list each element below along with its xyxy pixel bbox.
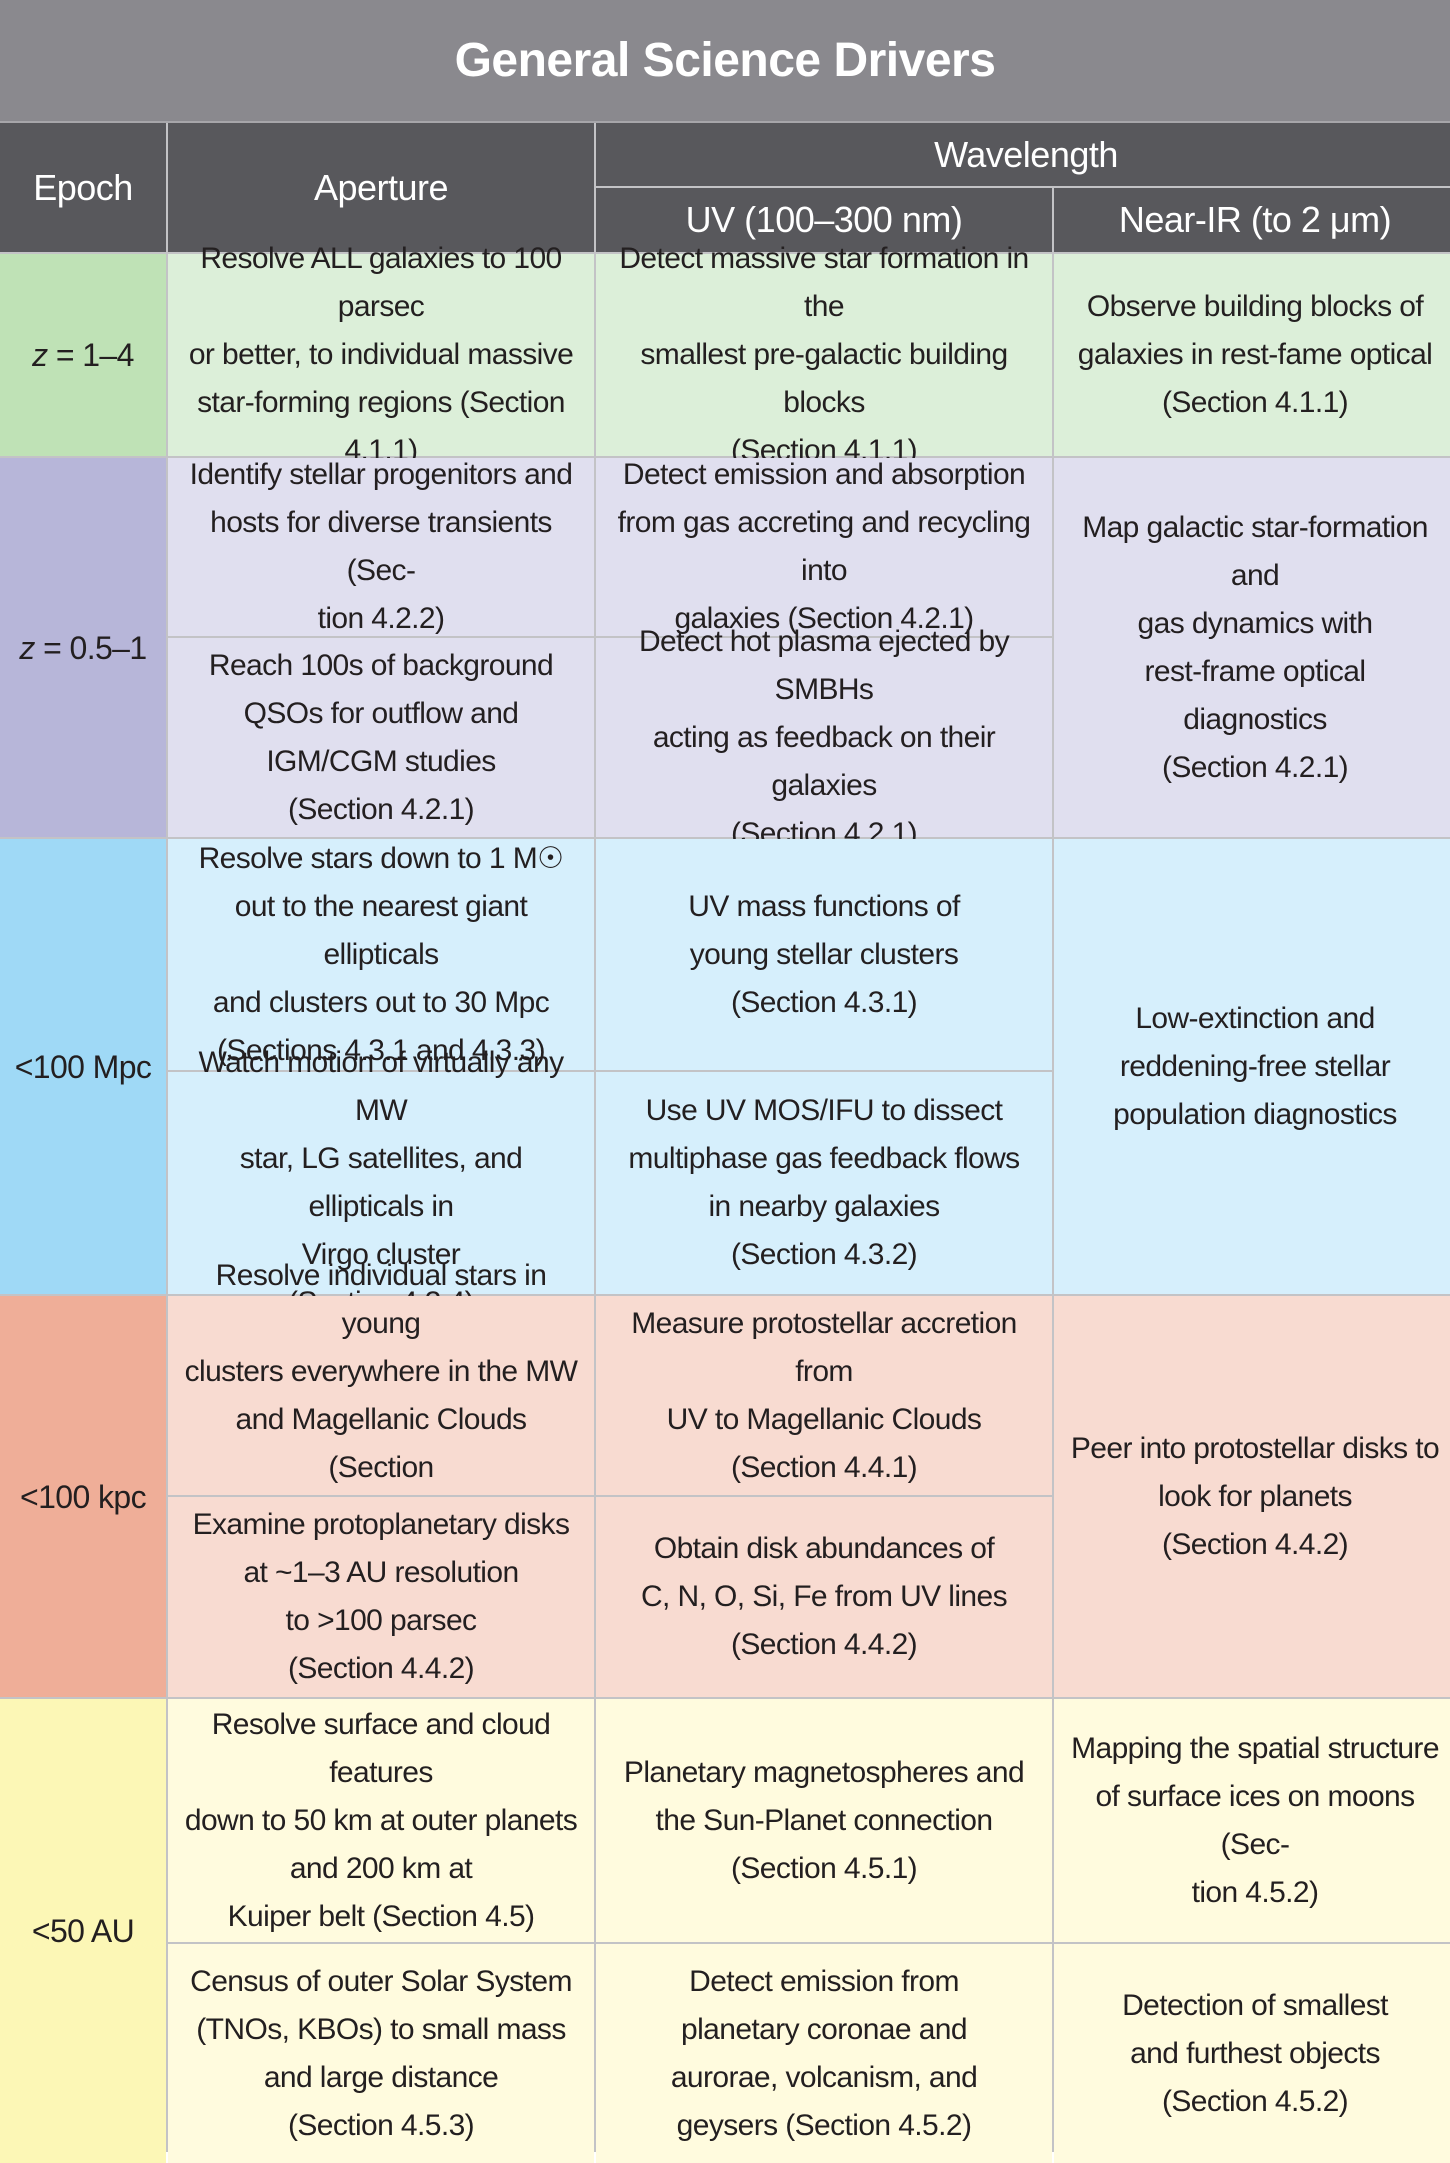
cell-uv: Detect emission from planetary coronae a… (596, 1944, 1052, 2163)
cell-uv: Measure protostellar accretion from UV t… (596, 1296, 1052, 1495)
cell-aperture: Watch motion of virtually any MW star, L… (168, 1046, 594, 1319)
header-uv: UV (100–300 nm) (596, 188, 1052, 252)
epoch-variable: z (19, 629, 35, 666)
cell-aperture: Resolve surface and cloud features down … (168, 1699, 594, 1942)
header-wavelength: Wavelength (596, 123, 1450, 186)
cell-aperture: Reach 100s of background QSOs for outflo… (168, 638, 594, 837)
cell-uv: Use UV MOS/IFU to dissect multiphase gas… (596, 1072, 1052, 1294)
cell-aperture: Resolve individual stars in young cluste… (168, 1259, 594, 1532)
cell-uv: Obtain disk abundances of C, N, O, Si, F… (596, 1497, 1052, 1697)
epoch-z-0-5-1: z = 0.5–1 (0, 458, 166, 837)
header-aperture: Aperture (168, 123, 594, 252)
cell-near-ir: Mapping the spatial structure of surface… (1054, 1699, 1450, 1942)
epoch-range: = 1–4 (47, 337, 135, 373)
cell-near-ir: Detection of smallest and furthest objec… (1054, 1944, 1450, 2163)
cell-uv: UV mass functions of young stellar clust… (596, 839, 1052, 1070)
cell-aperture: Census of outer Solar System (TNOs, KBOs… (168, 1944, 594, 2163)
table-title: General Science Drivers (0, 0, 1450, 123)
cell-near-ir: Map galactic star-formation and gas dyna… (1054, 458, 1450, 837)
epoch-50-au: <50 AU (0, 1699, 166, 2163)
epoch-variable: z (32, 337, 48, 373)
cell-uv: Planetary magnetospheres and the Sun-Pla… (596, 1699, 1052, 1942)
epoch-100-kpc: <100 kpc (0, 1296, 166, 1697)
cell-uv: Detect massive star formation in the sma… (596, 242, 1052, 467)
epoch-100-mpc: <100 Mpc (0, 839, 166, 1294)
cell-near-ir: Low-extinction and reddening-free stella… (1054, 839, 1450, 1294)
header-near-ir: Near-IR (to 2 μm) (1054, 188, 1450, 252)
epoch-z-1-4: z = 1–4 (0, 254, 166, 456)
cell-uv: Detect hot plasma ejected by SMBHs actin… (596, 625, 1052, 850)
cell-aperture: Identify stellar progenitors and hosts f… (168, 458, 594, 636)
header-epoch: Epoch (0, 123, 166, 252)
epoch-range: = 0.5–1 (34, 629, 147, 666)
cell-aperture: Resolve ALL galaxies to 100 parsec or be… (168, 242, 594, 467)
cell-near-ir: Observe building blocks of galaxies in r… (1054, 254, 1450, 456)
cell-aperture: Resolve stars down to 1 M☉ out to the ne… (168, 839, 594, 1070)
cell-near-ir: Peer into protostellar disks to look for… (1054, 1296, 1450, 1697)
cell-aperture: Examine protoplanetary disks at ~1–3 AU … (168, 1497, 594, 1697)
table-grid: Epoch Aperture Wavelength UV (100–300 nm… (0, 123, 1450, 2163)
cell-uv: Detect emission and absorption from gas … (596, 458, 1052, 636)
